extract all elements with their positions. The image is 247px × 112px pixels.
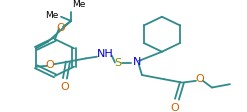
Text: Me: Me bbox=[72, 0, 86, 9]
Text: O: O bbox=[46, 60, 54, 70]
Text: S: S bbox=[114, 58, 122, 68]
Text: O: O bbox=[57, 23, 65, 33]
Text: N: N bbox=[133, 57, 141, 67]
Text: Me: Me bbox=[45, 11, 59, 20]
Text: O: O bbox=[61, 82, 69, 92]
Text: O: O bbox=[196, 74, 204, 84]
Text: NH: NH bbox=[97, 49, 113, 59]
Text: O: O bbox=[171, 102, 179, 112]
